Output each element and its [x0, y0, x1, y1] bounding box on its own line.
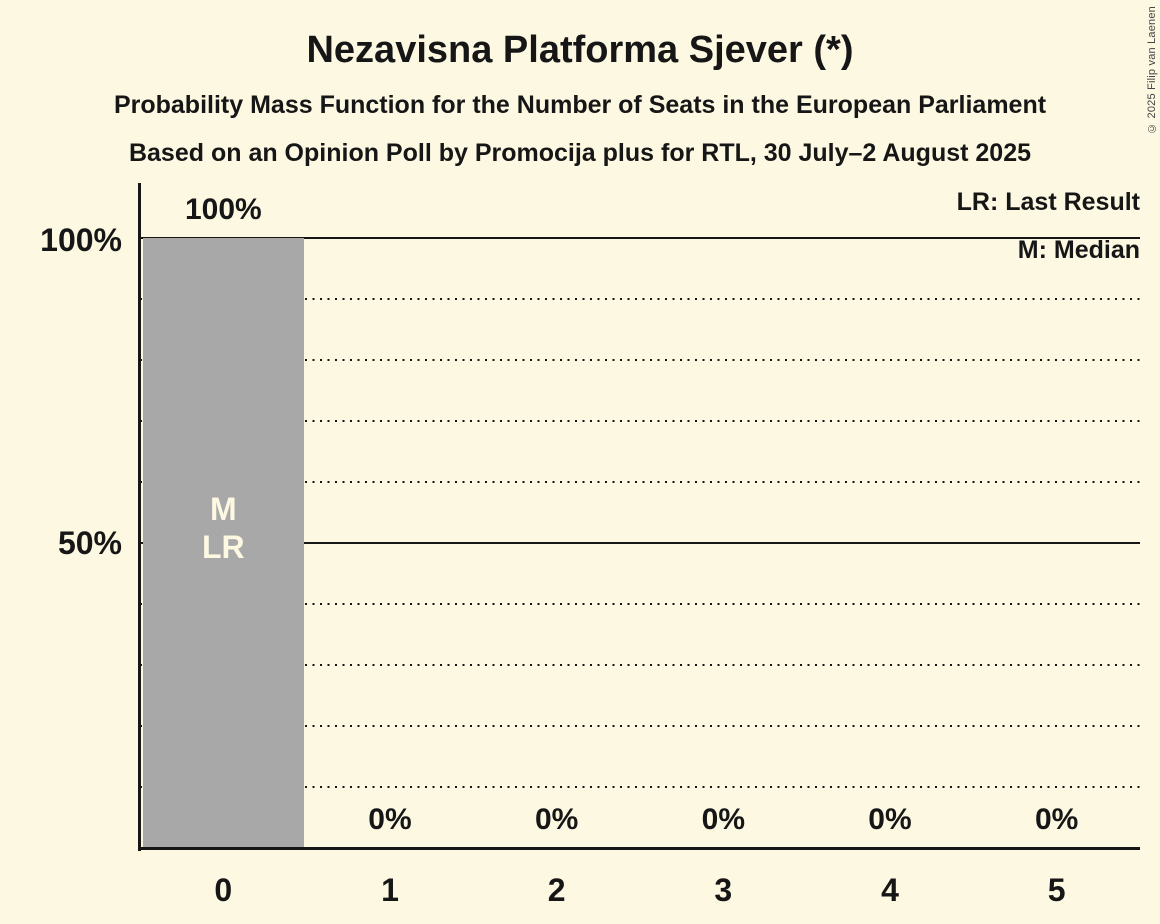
- x-tick-label-3: 3: [714, 872, 733, 908]
- bar-value-label-5: 0%: [1034, 803, 1079, 836]
- gridline-dotted-20: [140, 725, 1140, 727]
- gridline-dotted-90: [140, 298, 1140, 300]
- median-marker: M: [210, 491, 237, 527]
- gridline-dotted-30: [140, 664, 1140, 666]
- bar-value-label-1: 0%: [368, 803, 412, 836]
- bar-seat-0: [142, 238, 305, 848]
- y-axis-label-100: 100%: [40, 222, 122, 258]
- y-axis-line: [138, 183, 141, 851]
- gridline-solid-100: [140, 237, 1140, 239]
- bar-value-label-3: 0%: [701, 803, 745, 836]
- gridline-dotted-40: [140, 603, 1140, 605]
- chart-subtitle-pmf: Probability Mass Function for the Number…: [113, 91, 1047, 119]
- x-tick-label-2: 2: [547, 872, 566, 908]
- x-tick-label-4: 4: [881, 872, 899, 908]
- x-axis-line: [138, 847, 1140, 850]
- y-axis-label-50: 50%: [57, 525, 122, 561]
- gridline-dotted-60: [140, 481, 1140, 483]
- bar-value-label-2: 0%: [534, 803, 579, 836]
- gridline-dotted-10: [140, 786, 1140, 788]
- chart-subtitle-poll: Based on an Opinion Poll by Promocija pl…: [128, 139, 1032, 167]
- legend-last-result: LR: Last Result: [956, 188, 1140, 216]
- x-tick-label-0: 0: [214, 872, 233, 908]
- median-last-result-annotation: M LR: [140, 490, 307, 566]
- legend-median: M: Median: [1017, 236, 1140, 264]
- last-result-marker: LR: [202, 529, 245, 565]
- bar-value-label-4: 0%: [868, 803, 912, 836]
- gridline-dotted-80: [140, 359, 1140, 361]
- bar-value-label-0: 100%: [184, 193, 262, 226]
- gridline-solid-50: [140, 542, 1140, 544]
- chart-title: Nezavisna Platforma Sjever (*): [306, 29, 854, 71]
- x-tick-label-5: 5: [1047, 872, 1066, 908]
- gridline-dotted-70: [140, 420, 1140, 422]
- x-tick-label-1: 1: [381, 872, 399, 908]
